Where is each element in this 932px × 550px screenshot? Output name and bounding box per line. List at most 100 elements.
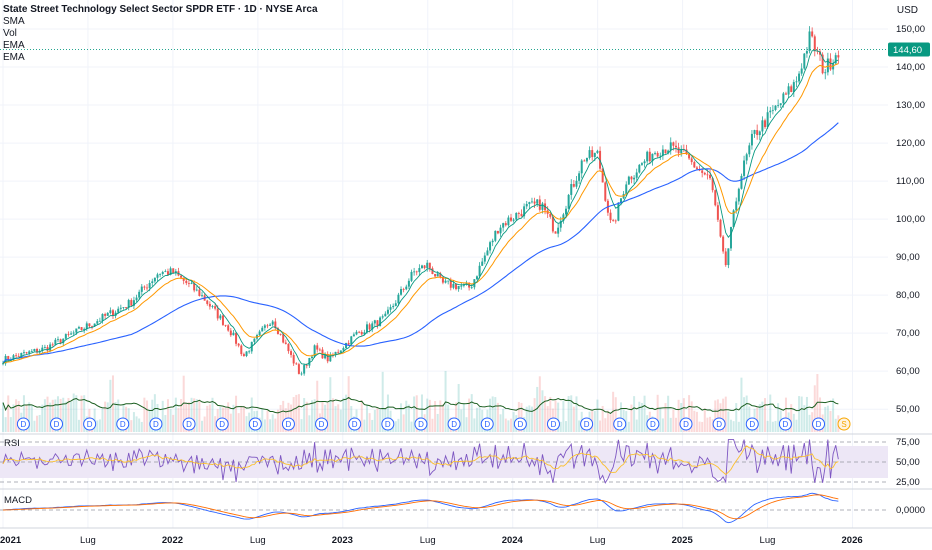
candle-body: [525, 203, 528, 207]
candle-body: [101, 314, 104, 321]
candle-body: [444, 280, 447, 283]
dividend-letter: D: [716, 420, 722, 429]
candle-body: [504, 223, 507, 226]
candle-body: [575, 180, 578, 187]
indicator-vol-label[interactable]: Vol: [3, 28, 17, 39]
indicator-sma-label[interactable]: SMA: [3, 16, 25, 27]
candle-body: [808, 31, 811, 52]
candle-body: [363, 332, 366, 335]
volume-bar: [363, 419, 366, 432]
volume-bar: [17, 400, 20, 432]
candle-body: [646, 151, 649, 162]
candle: [633, 175, 636, 185]
dividend-badge: [248, 417, 262, 431]
volume-bar: [77, 419, 80, 432]
volume-bar: [295, 394, 298, 432]
candle: [510, 213, 513, 222]
volume-bar: [528, 405, 531, 432]
candle: [400, 286, 403, 296]
candle-body: [436, 273, 439, 277]
candle-body: [703, 172, 706, 175]
dividend-letter: D: [54, 420, 60, 429]
candle: [777, 99, 780, 108]
candle-body: [787, 86, 790, 95]
candle-body: [12, 355, 15, 360]
dividend-marker: D: [812, 417, 826, 431]
candle-body: [365, 324, 368, 333]
candle: [426, 259, 429, 272]
last-price-marker: 144,60: [0, 42, 930, 57]
volume-bar: [719, 403, 722, 432]
candle-body: [764, 120, 767, 128]
candle-body: [745, 154, 748, 161]
candle: [85, 321, 88, 331]
macd-label[interactable]: MACD: [4, 495, 32, 506]
indicator-ema-label[interactable]: EMA: [3, 40, 25, 51]
candle-body: [523, 206, 526, 217]
candle: [441, 275, 444, 285]
candle: [358, 330, 361, 334]
candle-body: [420, 265, 423, 269]
volume-bar: [562, 400, 565, 432]
volume-bar: [237, 413, 240, 432]
candle-body: [258, 331, 261, 336]
candle-body: [609, 212, 612, 221]
chart-title[interactable]: State Street Technology Select Sector SP…: [3, 4, 318, 15]
volume-bar: [54, 399, 57, 432]
volume-bar: [269, 419, 272, 432]
rsi-tick-label: 50,00: [896, 457, 920, 468]
candle: [269, 322, 272, 327]
volume-bar: [606, 410, 609, 432]
rsi-label[interactable]: RSI: [4, 438, 20, 449]
candle-body: [837, 55, 840, 58]
volume-bar: [575, 396, 578, 432]
indicator-ema2-label[interactable]: EMA: [3, 52, 25, 63]
candle: [12, 353, 15, 361]
dividend-badge: [613, 417, 627, 431]
candle-body: [109, 310, 112, 313]
candle: [601, 167, 604, 183]
volume-bar: [669, 417, 672, 432]
dividend-badge: [447, 417, 461, 431]
volume-bar: [803, 405, 806, 432]
volume-bar: [405, 400, 408, 432]
candle: [753, 129, 756, 138]
volume-bar: [496, 402, 499, 432]
candle: [140, 284, 143, 295]
candle-body: [567, 194, 570, 209]
volume-bar: [376, 407, 379, 432]
volume-bar: [132, 412, 135, 432]
candle-body: [373, 320, 376, 324]
dividend-badge: [513, 417, 527, 431]
legend: State Street Technology Select Sector SP…: [3, 4, 318, 64]
candle-body: [271, 321, 274, 325]
volume-bar: [347, 376, 350, 432]
price-candles[interactable]: [2, 26, 840, 376]
candle-body: [502, 223, 505, 228]
volume-bar: [475, 407, 478, 432]
candle: [248, 349, 251, 354]
volume-bar: [557, 402, 560, 432]
candle-body: [310, 356, 313, 359]
candle-body: [151, 281, 154, 283]
volume-bar: [502, 408, 505, 432]
volume-bar: [698, 421, 701, 432]
candle: [30, 349, 33, 353]
candle-body: [54, 339, 57, 345]
candle: [612, 218, 615, 222]
candle: [800, 63, 803, 76]
candle-body: [743, 160, 746, 176]
candle-body: [355, 331, 358, 335]
volume-bar: [67, 397, 70, 432]
currency-label[interactable]: USD: [896, 5, 918, 16]
volume-bar: [41, 404, 44, 432]
candle-body: [122, 307, 125, 308]
candle: [740, 173, 743, 190]
candle-body: [740, 175, 743, 189]
candle: [386, 306, 389, 316]
candle: [494, 230, 497, 243]
volume-bar: [166, 399, 169, 432]
volume-bar: [101, 408, 104, 432]
